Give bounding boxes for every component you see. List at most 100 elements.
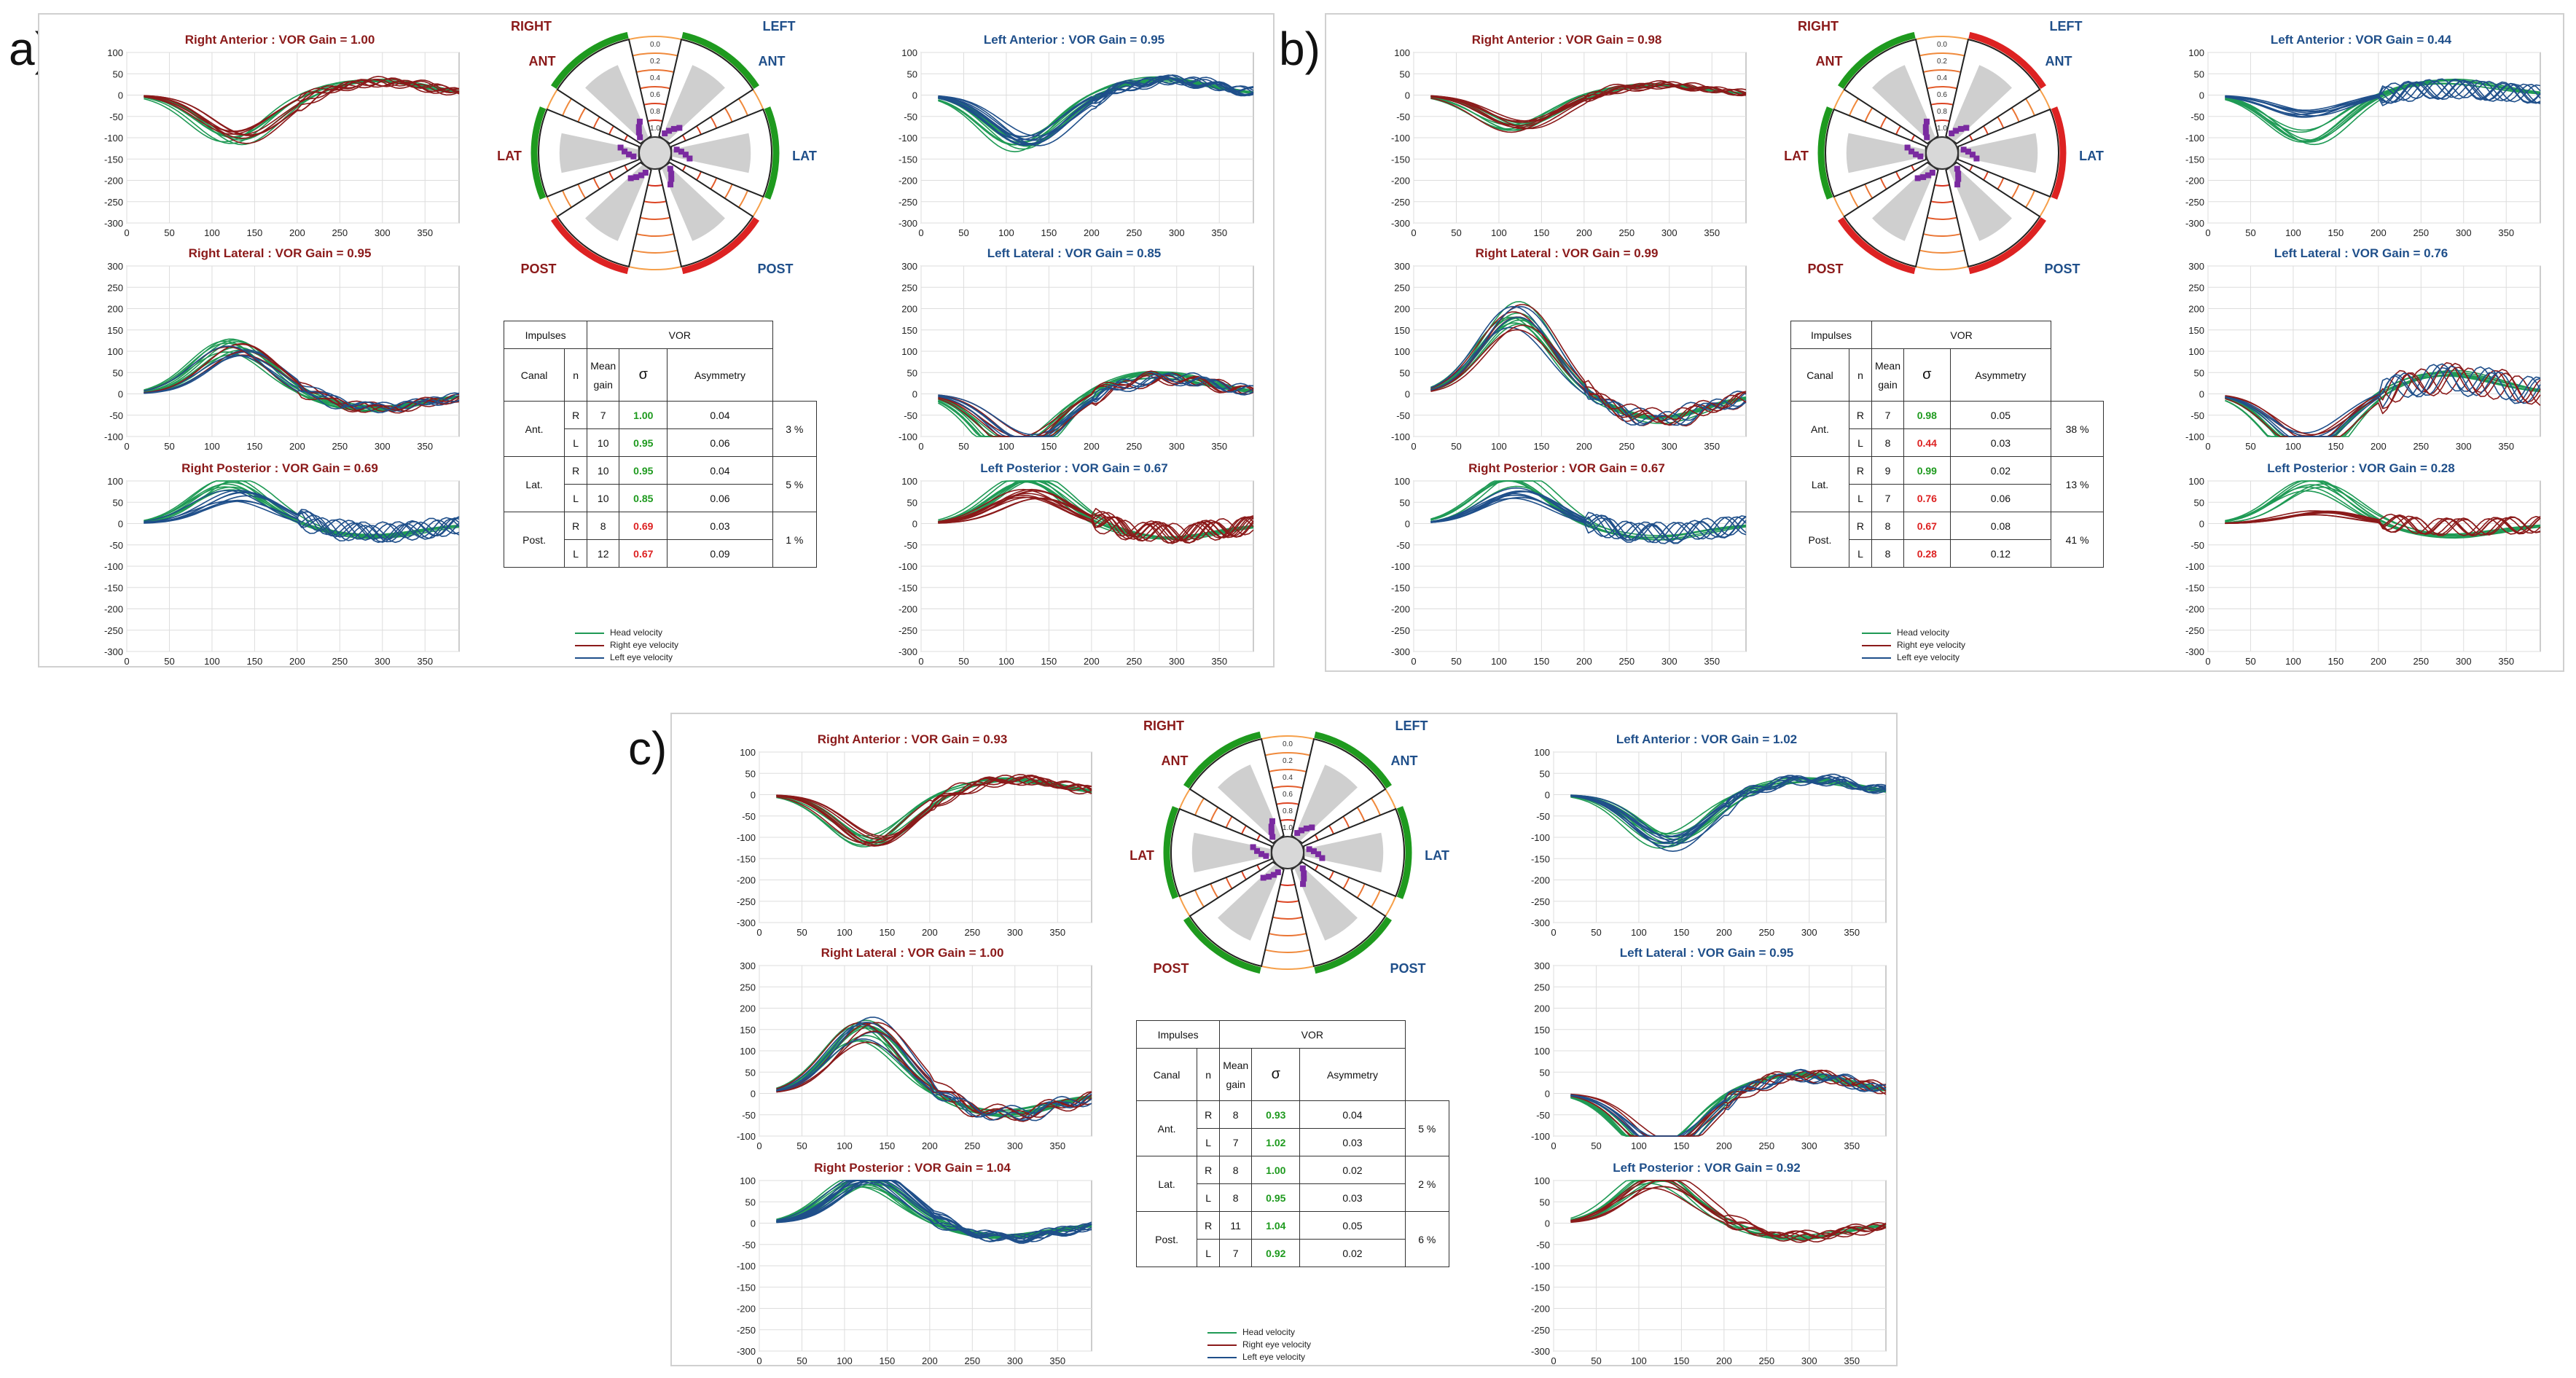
ring-label: 1.0 <box>1937 125 1947 133</box>
x-tick-label: 100 <box>998 227 1014 238</box>
x-tick-label: 100 <box>837 1140 853 1151</box>
impulse-marker <box>1269 818 1275 824</box>
ring-label: 0.2 <box>650 58 660 66</box>
asymmetry-value: 13 % <box>2051 456 2104 512</box>
x-tick-label: 250 <box>1758 1355 1774 1365</box>
impulse-marker <box>682 152 689 158</box>
canal-polar-plot: 0.0 0.2 0.4 0.6 0.8 1.0 RIGHT LEFT ANT ANT LAT LAT P… <box>497 19 817 276</box>
y-tick-label: 100 <box>1534 1175 1550 1186</box>
chart-left_posterior: Left Posterior : VOR Gain = 0.67 -300 -250… <box>899 461 1254 665</box>
x-tick-label: 300 <box>1661 441 1677 452</box>
eye-velocity-trace <box>938 498 1254 541</box>
y-tick-label: -50 <box>2191 111 2204 122</box>
y-tick-label: 50 <box>745 768 756 779</box>
head-center <box>1925 136 1959 170</box>
x-tick-label: 100 <box>204 441 220 452</box>
eye-velocity-trace <box>1430 487 1747 544</box>
side: R <box>1848 456 1872 485</box>
y-tick-label: 0 <box>912 90 917 101</box>
y-tick-label: 0 <box>2199 389 2204 400</box>
y-tick-label: -50 <box>1396 111 1410 122</box>
ring-label: 0.0 <box>650 41 660 49</box>
canal-name: Lat. <box>1790 456 1849 512</box>
eye-velocity-trace <box>2225 362 2541 437</box>
asymmetry-value: 41 % <box>2051 512 2104 568</box>
eye-velocity-trace <box>776 1022 1092 1121</box>
x-tick-label: 250 <box>2413 227 2429 238</box>
eye-velocity-trace <box>776 1180 1092 1244</box>
ring-label: 0.8 <box>1937 108 1947 116</box>
y-tick-label: -50 <box>1396 410 1410 421</box>
impulse-marker <box>622 148 628 154</box>
label-right-ant: ANT <box>529 54 556 68</box>
impulse-marker <box>630 153 637 160</box>
y-tick-label: 50 <box>2194 68 2204 79</box>
impulse-marker <box>1969 152 1976 158</box>
y-tick-label: 200 <box>901 304 917 315</box>
y-tick-label: 100 <box>1394 476 1410 487</box>
mean-gain: 0.44 <box>1903 428 1951 457</box>
impulse-marker <box>1270 872 1277 878</box>
eye-velocity-trace <box>938 372 1254 437</box>
side: L <box>1197 1183 1221 1212</box>
impulse-marker <box>1260 874 1267 881</box>
eye-velocity-trace <box>938 74 1254 146</box>
x-tick-label: 50 <box>1591 1140 1601 1151</box>
label-left-lat: LAT <box>1425 848 1449 863</box>
sigma-value: 0.03 <box>1299 1128 1406 1156</box>
impulse-marker <box>1913 151 1919 157</box>
x-tick-label: 50 <box>796 1355 807 1365</box>
side: L <box>1848 428 1872 457</box>
impulse-marker <box>1250 844 1256 850</box>
label-left: LEFT <box>1395 719 1428 733</box>
mean-gain: 1.02 <box>1251 1128 1301 1156</box>
x-tick-label: 100 <box>2285 227 2301 238</box>
eye-velocity-trace <box>144 492 460 543</box>
y-tick-label: -50 <box>904 540 917 551</box>
x-tick-label: 0 <box>918 441 923 452</box>
y-tick-label: 200 <box>1394 304 1410 315</box>
x-tick-label: 300 <box>375 441 391 452</box>
sigma-value: 0.09 <box>667 539 773 568</box>
x-tick-label: 300 <box>375 656 391 665</box>
sector-fill-RA <box>1872 65 1935 141</box>
impulse-marker <box>1301 875 1307 882</box>
vor-table: Impulses VOR Canal n Mean gain σ Asymmetry A… <box>1790 321 2104 568</box>
eye-velocity-trace <box>776 1181 1092 1240</box>
eye-velocity-trace <box>144 345 460 414</box>
chart-right_lateral: Right Lateral : VOR Gain = 0.99 -100 -50 0 5… <box>1391 246 1747 452</box>
hdr-n: n <box>1197 1048 1221 1101</box>
y-tick-label: -250 <box>2185 197 2204 208</box>
x-tick-label: 100 <box>998 656 1014 665</box>
y-tick-label: 0 <box>1545 1089 1550 1100</box>
sector-fill-LP <box>662 165 725 241</box>
side: R <box>1197 1156 1221 1184</box>
label-left-ant: ANT <box>2045 54 2072 68</box>
x-tick-label: 350 <box>2498 227 2514 238</box>
chart-left_posterior: Left Posterior : VOR Gain = 0.92 -300 -250… <box>1531 1161 1887 1365</box>
y-tick-label: -100 <box>2185 561 2204 572</box>
x-tick-label: 200 <box>289 656 305 665</box>
chart-title: Left Anterior : VOR Gain = 0.44 <box>2271 33 2452 47</box>
status-arc-RL <box>1817 106 1833 200</box>
y-tick-label: 0 <box>1405 389 1410 400</box>
vor-table: Impulses VOR Canal n Mean gain σ Asymmetry A… <box>503 321 818 568</box>
legend: Head velocity Right eye velocity Left ey… <box>1862 627 1965 664</box>
sigma-value: 0.03 <box>1299 1183 1406 1212</box>
label-right-lat: LAT <box>497 149 522 163</box>
status-arc-LL <box>764 106 780 200</box>
chart-left_lateral: Left Lateral : VOR Gain = 0.95 -100 -50 0 50… <box>1531 946 1887 1151</box>
x-tick-label: 250 <box>332 656 348 665</box>
x-tick-label: 150 <box>247 656 263 665</box>
impulse-marker <box>1300 881 1307 888</box>
impulse-marker <box>1301 870 1307 877</box>
hdr-mean-gain: Mean gain <box>587 348 620 402</box>
x-tick-label: 250 <box>2413 656 2429 665</box>
sigma-value: 0.04 <box>667 401 773 429</box>
x-tick-label: 0 <box>1551 927 1556 938</box>
eye-velocity-trace <box>776 1180 1092 1242</box>
y-tick-label: -50 <box>1536 811 1550 822</box>
y-tick-label: -50 <box>1396 540 1410 551</box>
sector-fill-LA <box>1294 764 1358 841</box>
hdr-vor: VOR <box>587 321 773 349</box>
